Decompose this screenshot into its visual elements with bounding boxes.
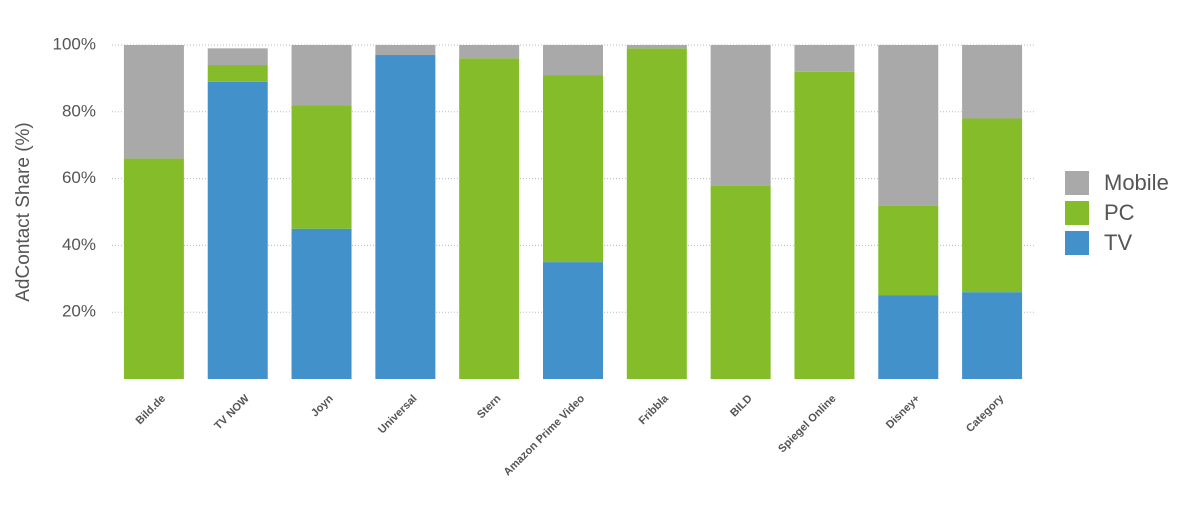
bar-segment <box>543 45 603 76</box>
bar-segment <box>710 185 771 379</box>
x-tick-label: Spiegel Online <box>776 393 839 456</box>
bar-segment <box>123 158 184 379</box>
bar-segment <box>962 118 1023 293</box>
bar-segment <box>291 45 352 106</box>
y-tick-label: 60% <box>62 168 96 187</box>
legend-label: TV <box>1104 230 1132 255</box>
x-tick-label: Fribbla <box>637 392 672 427</box>
x-tick-label: Category <box>964 392 1007 435</box>
x-tick-label: BILD <box>728 393 755 420</box>
bar-segment <box>291 228 352 379</box>
legend-label: PC <box>1104 200 1135 225</box>
bar-segment <box>543 75 603 263</box>
legend-swatch <box>1065 231 1089 255</box>
x-tick-label: Universal <box>376 393 420 437</box>
y-tick-label: 100% <box>53 34 96 53</box>
bar-segment <box>207 65 268 82</box>
bar-segment <box>962 292 1023 379</box>
y-tick-label: 20% <box>62 302 96 321</box>
bar-segment <box>794 71 855 379</box>
y-tick-label: 40% <box>62 235 96 254</box>
x-tick-label: Amazon Prime Video <box>501 392 587 478</box>
bar-segment <box>794 45 855 72</box>
bar-segment <box>543 262 603 379</box>
y-tick-label: 80% <box>62 101 96 120</box>
x-tick-label: Bild.de <box>134 393 168 427</box>
bar-segment <box>626 48 687 380</box>
bar-segment <box>375 55 436 380</box>
bar-segment <box>123 45 184 159</box>
bar-segment <box>459 58 520 380</box>
legend-swatch <box>1065 171 1089 195</box>
bar-segment <box>626 45 687 49</box>
bar-segment <box>459 45 520 59</box>
y-axis-label: AdContact Share (%) <box>13 122 34 302</box>
bar-segment <box>375 45 436 56</box>
bar-segment <box>878 45 939 206</box>
x-tick-label: Disney+ <box>884 393 923 432</box>
bar-segment <box>878 205 939 296</box>
legend-swatch <box>1065 201 1089 225</box>
legend-label: Mobile <box>1104 170 1169 195</box>
bar-segment <box>962 45 1023 119</box>
bar-segment <box>710 45 771 186</box>
x-tick-label: Joyn <box>309 393 336 420</box>
bar-segment <box>207 48 268 66</box>
x-tick-label: TV NOW <box>212 392 252 432</box>
bar-segment <box>207 81 268 380</box>
bar-segment <box>291 105 352 229</box>
bar-segment <box>878 295 939 379</box>
x-tick-label: Stern <box>475 392 504 421</box>
